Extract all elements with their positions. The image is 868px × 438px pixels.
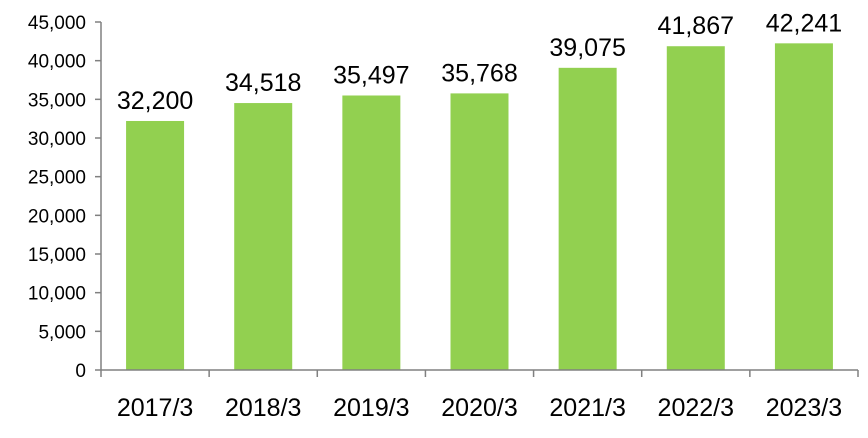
y-tick-label: 30,000 xyxy=(28,129,86,150)
bar-value-label: 34,518 xyxy=(225,69,301,97)
bar-value-label: 35,768 xyxy=(441,59,517,87)
bar xyxy=(234,103,293,371)
bar-value-label: 32,200 xyxy=(117,87,193,115)
y-tick-label: 45,000 xyxy=(28,13,86,34)
x-axis: 2017/3 2018/3 2019/3 2020/3 2021/3 2022/3 2023… xyxy=(100,369,859,422)
bar-value-label: 39,075 xyxy=(549,34,625,62)
bar xyxy=(450,93,509,370)
y-tick-label: 35,000 xyxy=(28,90,86,111)
y-tick-label: 15,000 xyxy=(28,245,86,266)
y-axis: 0 5,000 10,000 15,000 20,000 25,000 30,000 35,0… xyxy=(28,13,102,382)
bar xyxy=(666,46,725,370)
bar xyxy=(558,67,617,370)
x-tick-label: 2023/3 xyxy=(766,394,842,422)
bars: 32,200 34,518 35,497 35,768 39,075 41,867 42,2… xyxy=(117,9,842,371)
bar xyxy=(774,43,833,370)
y-tick-label: 20,000 xyxy=(28,206,86,227)
x-tick-label: 2022/3 xyxy=(658,394,734,422)
y-tick-label: 10,000 xyxy=(28,284,86,305)
x-tick-label: 2021/3 xyxy=(549,394,625,422)
y-tick-label: 25,000 xyxy=(28,168,86,189)
bar-value-label: 42,241 xyxy=(766,9,842,37)
bar-value-label: 41,867 xyxy=(658,12,734,40)
x-tick-label: 2020/3 xyxy=(441,394,517,422)
x-tick-label: 2019/3 xyxy=(333,394,409,422)
y-tick-label: 0 xyxy=(75,361,86,382)
y-tick-label: 40,000 xyxy=(28,52,86,73)
x-tick-label: 2018/3 xyxy=(225,394,301,422)
bar-value-label: 35,497 xyxy=(333,61,409,89)
bar xyxy=(342,95,401,370)
y-tick-label: 5,000 xyxy=(38,322,86,343)
x-tick-label: 2017/3 xyxy=(117,394,193,422)
bar xyxy=(126,120,185,370)
